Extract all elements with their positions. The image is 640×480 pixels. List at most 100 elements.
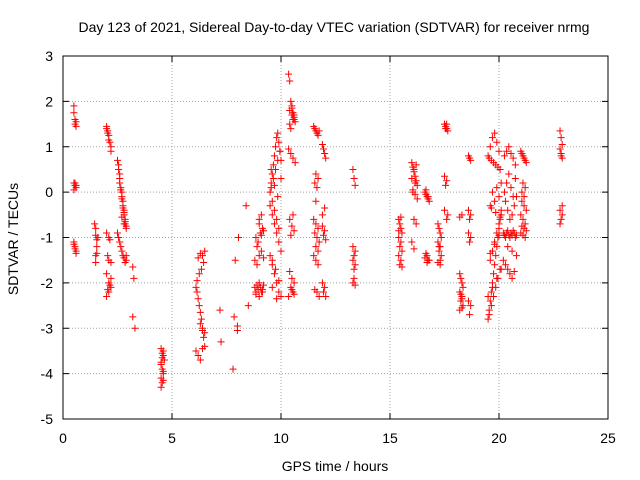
data-point [310,252,318,260]
data-point [269,161,277,169]
data-point [509,154,517,162]
data-point [437,252,445,260]
data-point [268,197,276,205]
data-point [398,247,406,255]
data-point [408,159,416,167]
data-point [491,197,499,205]
data-point [322,154,330,162]
data-point [397,213,405,221]
tick-labels: 0 5 10 15 20 25 -5 -4 -3 -2 -1 0 1 2 3 [41,48,616,446]
data-point [511,175,519,183]
data-point [397,256,405,264]
data-point [310,215,318,223]
data-point [251,256,259,264]
data-point [464,297,472,305]
data-point [505,170,513,178]
data-point [491,261,499,269]
data-point [424,256,432,264]
data-point [466,215,474,223]
data-point [312,256,320,264]
data-point [411,179,419,187]
data-point [70,109,78,117]
data-point [349,243,357,251]
data-point [194,351,202,359]
data-point [70,102,78,110]
data-point [234,234,242,241]
x-tick-label: 15 [382,430,398,446]
data-point [290,279,298,287]
data-point [484,292,492,300]
data-point [396,220,404,228]
data-point [464,206,472,214]
data-point [318,222,326,230]
data-point [502,261,510,269]
data-point [436,229,444,237]
data-point [270,270,278,278]
data-point [70,240,78,248]
y-tick-label: -1 [41,230,54,246]
data-point [107,258,115,266]
data-point [321,283,329,291]
data-point [512,193,520,201]
data-point [510,268,518,276]
y-tick-label: -4 [41,366,54,382]
data-point [159,367,167,375]
data-point [408,238,416,246]
data-point [397,238,405,246]
data-point [118,247,126,255]
data-point [495,220,503,228]
data-point [507,150,515,158]
data-point [466,238,474,246]
grid-lines [63,56,608,419]
data-point [520,202,528,210]
data-point [408,175,416,183]
data-point [512,231,520,239]
data-point [197,265,205,273]
data-point [320,288,328,296]
data-point [289,116,297,124]
y-tick-label: -3 [41,320,54,336]
data-point [422,249,430,257]
data-point [557,215,565,223]
data-point [288,222,296,230]
data-point [425,197,433,205]
data-point [318,279,326,287]
data-point [322,292,330,300]
data-point [105,136,113,144]
data-point [275,224,283,232]
data-point [270,206,278,214]
data-point [266,188,274,196]
data-point [195,270,203,278]
x-tick-label: 20 [491,430,507,446]
data-point [458,279,466,287]
data-point [318,140,326,148]
data-point [496,165,504,173]
data-point [119,204,127,212]
data-point [107,274,115,282]
data-point [286,120,294,128]
data-point [72,122,80,130]
data-point [290,290,298,298]
y-tick-label: 1 [45,139,53,155]
data-point [410,245,418,253]
data-point [443,215,451,223]
data-point [103,292,111,300]
data-point [269,175,277,183]
data-point [512,252,520,260]
data-point [437,234,445,241]
data-point [500,152,508,160]
data-point [312,220,320,228]
data-point [229,365,237,373]
data-point [466,311,474,319]
data-point [118,213,126,221]
data-point [313,184,321,192]
data-point [121,258,129,266]
data-point [244,302,252,310]
data-point [521,234,529,241]
data-point [522,206,530,214]
data-point [116,170,124,178]
data-point [492,209,500,217]
x-tick-label: 0 [59,430,67,446]
data-point [497,265,505,273]
